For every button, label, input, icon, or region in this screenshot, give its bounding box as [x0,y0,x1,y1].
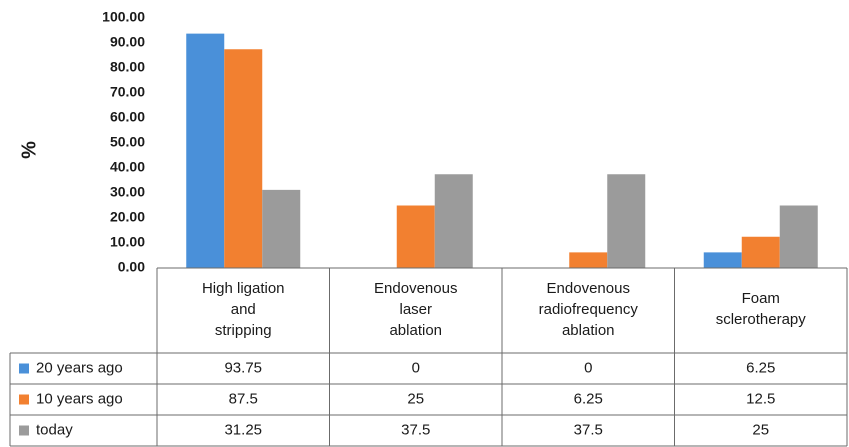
data-label: 93.75 [224,359,262,376]
legend-swatch [19,425,29,436]
bar [569,252,608,268]
bar [434,174,473,268]
y-axis-title: % [18,141,40,159]
legend-label: 10 years ago [36,390,123,407]
bar [779,205,818,268]
y-tick-label: 80.00 [110,59,145,75]
x-tick-label: Endovenous laser ablation [374,280,457,339]
legend-label: today [36,421,73,438]
y-tick-label: 90.00 [110,34,145,50]
data-label: 6.25 [574,390,603,407]
x-tick-label: High ligation and stripping [202,280,285,339]
y-tick-label: 20.00 [110,209,145,225]
data-label: 37.5 [574,421,603,438]
y-tick-label: 30.00 [110,184,145,200]
data-label: 31.25 [224,421,262,438]
y-axis-tick-labels: 0.00 10.00 20.00 30.00 40.00 50.00 60.00 70.00 8… [102,9,145,275]
data-label: 25 [752,421,769,438]
bars [186,33,818,268]
bar [262,189,301,268]
legend-swatch [19,363,29,374]
data-label: 6.25 [746,359,775,376]
y-tick-label: 40.00 [110,159,145,175]
y-tick-label: 60.00 [110,109,145,125]
legend-label: 20 years ago [36,359,123,376]
data-label: 25 [407,390,424,407]
data-label: 12.5 [746,390,775,407]
bar [396,205,435,268]
bar [186,33,225,268]
bar [741,236,780,268]
data-label: 37.5 [401,421,430,438]
y-tick-label: 70.00 [110,84,145,100]
data-label: 0 [584,359,592,376]
x-tick-label: Foam sclerotherapy [716,290,807,328]
y-tick-label: 10.00 [110,234,145,250]
data-label: 0 [412,359,420,376]
data-label: 87.5 [229,390,258,407]
bar [607,174,646,268]
legend-swatch [19,394,29,405]
bar [224,49,263,268]
y-tick-label: 0.00 [118,259,145,275]
data-table: High ligation and stripping Endovenous laser… [9,267,848,447]
y-tick-label: 100.00 [102,9,145,25]
y-tick-label: 50.00 [110,134,145,150]
x-tick-label: Endovenous radiofrequency ablation [539,280,639,339]
bar [703,252,742,268]
